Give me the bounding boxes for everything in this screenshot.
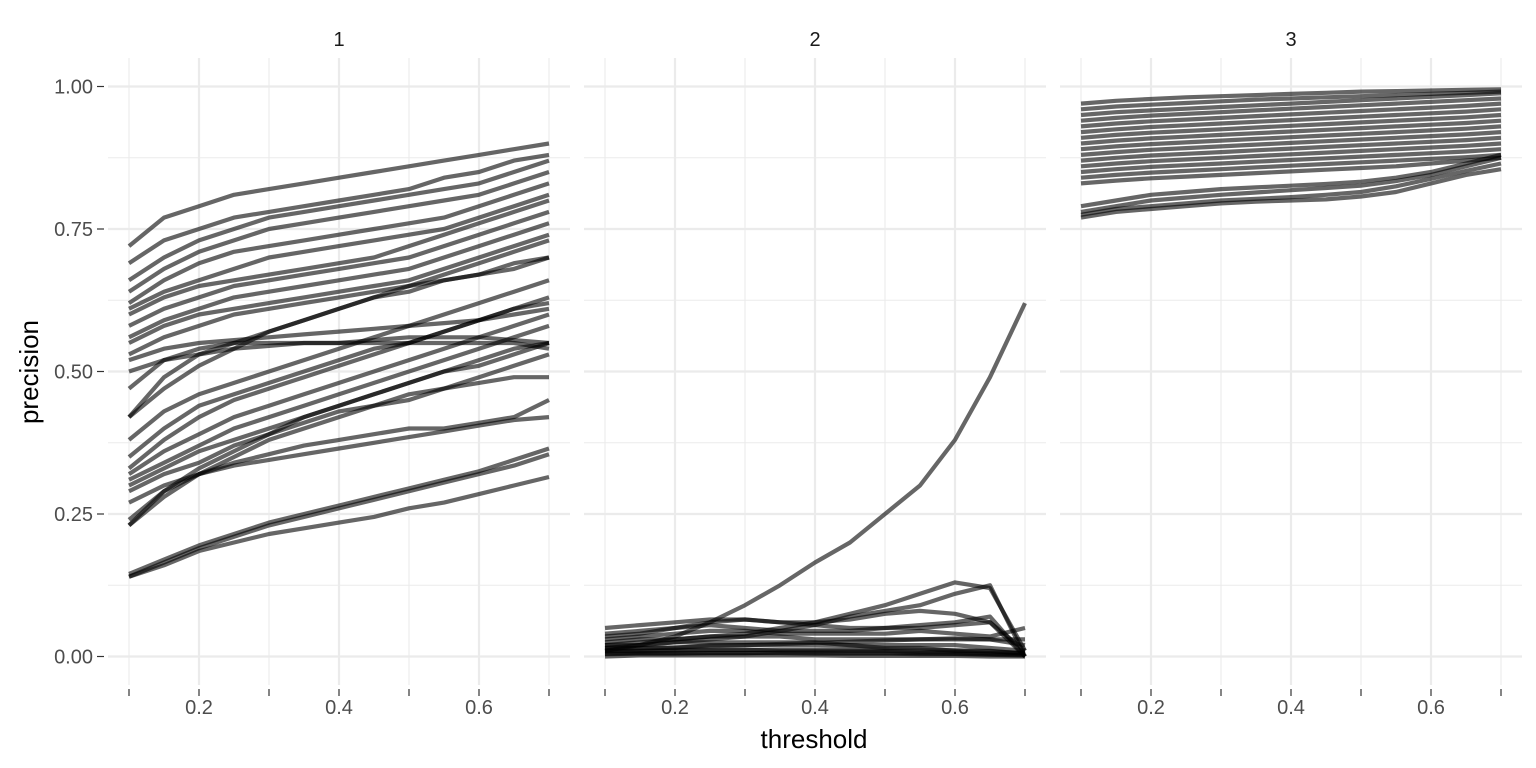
series-line xyxy=(1080,107,1502,135)
facet-strip-label: 1 xyxy=(333,29,344,51)
facet-strip-label: 3 xyxy=(1285,29,1296,51)
x-tick-label: 0.4 xyxy=(801,697,829,719)
series-line xyxy=(1080,91,1502,118)
series-line xyxy=(1080,124,1502,152)
series-line xyxy=(128,415,550,505)
series-line xyxy=(128,375,549,494)
x-tick-label: 0.2 xyxy=(185,697,213,719)
series-line xyxy=(1080,118,1502,146)
x-axis-title: threshold xyxy=(761,724,868,754)
y-tick-label: 0.25 xyxy=(54,504,93,526)
series-line xyxy=(604,302,1027,653)
y-tick-label: 0.75 xyxy=(54,219,93,241)
x-tick-label: 0.4 xyxy=(1277,697,1305,719)
series-line xyxy=(128,474,550,579)
series-line xyxy=(1080,147,1502,175)
series-line xyxy=(1080,161,1502,217)
series-line xyxy=(604,650,1026,657)
series-line xyxy=(1080,155,1502,214)
facet-panel-1: 1 0.2 0.4 0.6 xyxy=(108,29,570,719)
facet-panel-2: 2 0.2 0.4 0.6 xyxy=(584,29,1046,719)
facet-panel-3: 3 0.2 0.4 0.6 xyxy=(1060,29,1522,719)
series-line xyxy=(127,278,550,442)
y-axis-title: precision xyxy=(14,320,44,424)
x-tick-label: 0.2 xyxy=(661,697,689,719)
series-line xyxy=(604,636,1026,652)
series-line xyxy=(128,446,550,576)
x-tick-label: 0.4 xyxy=(325,697,353,719)
series-line xyxy=(128,192,550,311)
x-tick-label: 0.6 xyxy=(1417,697,1445,719)
y-tick-label: 0.00 xyxy=(54,647,93,669)
series-line xyxy=(1080,152,1502,209)
facet-strip-label: 2 xyxy=(809,29,820,51)
series-line xyxy=(128,232,550,345)
series-line xyxy=(1080,135,1502,163)
series-line xyxy=(1080,89,1502,112)
series-line xyxy=(127,312,550,476)
series-line xyxy=(1080,96,1502,123)
series-line xyxy=(604,625,1026,642)
series-line xyxy=(127,340,550,391)
series-line xyxy=(1080,167,1502,220)
series-line xyxy=(128,221,550,340)
series-line xyxy=(127,181,550,305)
series-line xyxy=(127,152,550,265)
series-line xyxy=(128,452,550,579)
y-tick-label: 1.00 xyxy=(54,77,93,99)
series-line xyxy=(1080,112,1502,140)
y-tick-label: 0.50 xyxy=(54,362,93,384)
series-line xyxy=(1080,130,1502,157)
series-line xyxy=(127,340,550,527)
series-line xyxy=(1080,101,1502,129)
x-tick-label: 0.6 xyxy=(465,697,493,719)
series-line xyxy=(1080,152,1502,180)
series-line xyxy=(1080,87,1502,106)
series-line xyxy=(127,170,550,294)
series-line xyxy=(1080,141,1502,169)
x-tick-label: 0.2 xyxy=(1137,697,1165,719)
series-line xyxy=(127,158,550,283)
series-line xyxy=(128,209,550,328)
series-line xyxy=(127,141,550,248)
series-line xyxy=(604,620,1027,659)
series-line xyxy=(128,198,550,317)
series-line xyxy=(604,608,1027,653)
series-line xyxy=(604,646,1026,656)
series-line xyxy=(127,301,550,471)
series-line xyxy=(1080,155,1502,186)
series-line xyxy=(128,323,550,482)
series-line xyxy=(127,255,550,419)
x-tick-label: 0.6 xyxy=(941,697,969,719)
